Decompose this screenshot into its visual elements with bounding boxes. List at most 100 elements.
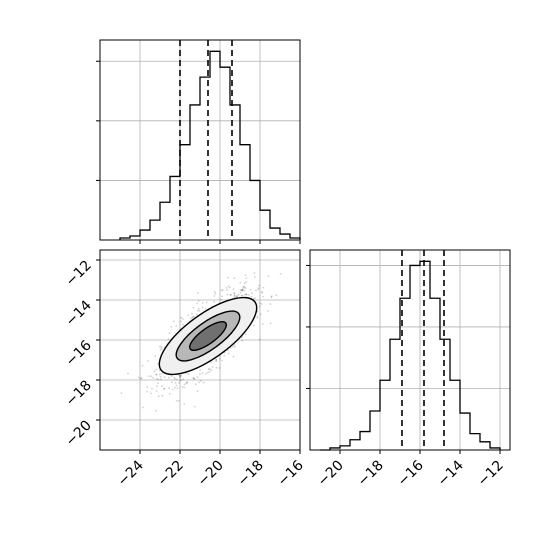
- scatter-point: [182, 318, 184, 320]
- density-contours: [158, 296, 258, 376]
- scatter-point: [196, 302, 199, 305]
- scatter-point: [202, 381, 205, 384]
- scatter-point: [179, 379, 182, 381]
- scatter-point: [161, 372, 164, 375]
- scatter-point: [242, 285, 245, 288]
- scatter-point: [247, 294, 250, 296]
- scatter-point: [250, 296, 253, 298]
- scatter-point: [232, 288, 235, 290]
- scatter-point: [175, 384, 178, 387]
- scatter-point: [261, 303, 263, 305]
- scatter-point: [140, 377, 143, 380]
- scatter-point: [269, 322, 272, 325]
- scatter-point: [199, 369, 202, 371]
- scatter-point: [198, 310, 201, 312]
- scatter-point: [244, 293, 247, 296]
- scatter-point: [146, 386, 149, 388]
- scatter-point: [171, 388, 174, 391]
- scatter-point: [241, 288, 244, 291]
- scatter-point: [260, 291, 263, 293]
- scatter-point: [267, 310, 269, 312]
- scatter-point: [193, 405, 196, 408]
- scatter-point: [148, 375, 150, 377]
- scatter-point: [120, 392, 123, 394]
- scatter-point: [253, 272, 256, 274]
- scatter-point: [191, 316, 194, 319]
- scatter-point: [178, 381, 181, 384]
- scatter-point: [159, 373, 161, 376]
- scatter-point: [179, 374, 182, 377]
- scatter-point: [175, 378, 178, 381]
- hist-y-x-tick-label: −18: [355, 458, 387, 490]
- scatter-y-tick-label: −14: [63, 297, 95, 329]
- scatter-point: [151, 387, 153, 390]
- scatter-point: [261, 291, 264, 294]
- scatter-point: [262, 286, 265, 289]
- scatter-point: [214, 291, 216, 293]
- scatter-point: [193, 315, 196, 318]
- hist-y-quantile-lines: [401, 250, 445, 450]
- scatter-point: [159, 375, 162, 378]
- scatter-point: [267, 275, 270, 277]
- scatter-point: [170, 375, 173, 377]
- scatter-point: [239, 282, 242, 284]
- hist-x-ticks: [96, 60, 301, 244]
- scatter-point: [201, 302, 204, 304]
- scatter-point: [226, 277, 229, 279]
- scatter-point: [231, 345, 234, 348]
- scatter-point: [259, 302, 261, 304]
- scatter-point: [182, 323, 184, 326]
- scatter-point: [179, 375, 182, 378]
- scatter-point: [195, 383, 197, 386]
- scatter-point: [223, 354, 226, 357]
- scatter-point: [255, 289, 257, 292]
- scatter-point: [150, 375, 153, 378]
- scatter-point: [155, 368, 158, 371]
- scatter-point: [127, 372, 129, 375]
- hist-x-step-line: [119, 50, 301, 240]
- scatter-point: [193, 377, 195, 380]
- scatter-point: [243, 289, 246, 292]
- scatter-point: [154, 355, 157, 357]
- scatter-point: [168, 387, 171, 389]
- scatter-point: [142, 406, 144, 409]
- scatter-point: [179, 376, 181, 379]
- scatter-x-tick-label: −24: [115, 457, 147, 489]
- scatter-point: [174, 378, 177, 380]
- scatter-point: [155, 378, 158, 380]
- scatter-point: [226, 293, 229, 296]
- scatter-x-tick-label: −16: [275, 457, 307, 489]
- hist-y-frame: [309, 249, 511, 451]
- scatter-point: [197, 292, 199, 294]
- hist-y-x-tick-label: −16: [395, 457, 427, 489]
- scatter-point: [234, 295, 236, 297]
- scatter-x-tick-label: −20: [195, 458, 227, 490]
- scatter-point: [187, 373, 190, 376]
- scatter-point: [243, 286, 246, 288]
- scatter-point: [171, 381, 173, 384]
- scatter-point: [210, 369, 213, 372]
- scatter-point: [210, 361, 212, 364]
- scatter-point: [180, 374, 182, 377]
- scatter-point: [258, 338, 261, 341]
- scatter-point: [204, 373, 207, 375]
- scatter-point: [153, 370, 156, 373]
- scatter-point: [181, 385, 184, 388]
- scatter-point: [221, 359, 223, 362]
- scatter-point: [258, 284, 261, 287]
- scatter-point: [226, 289, 229, 291]
- scatter-point: [161, 385, 163, 388]
- scatter-point: [244, 274, 247, 276]
- scatter-point: [241, 289, 244, 292]
- scatter-point: [207, 368, 210, 371]
- scatter-point: [168, 332, 171, 335]
- scatter-point: [245, 293, 248, 295]
- scatter-point: [211, 366, 214, 368]
- scatter-point: [234, 345, 236, 348]
- scatter-point: [192, 315, 195, 318]
- hist-y-x-tick-label: −20: [315, 458, 347, 490]
- scatter-point: [227, 285, 230, 288]
- scatter-point: [155, 390, 158, 392]
- hist-y-x-tick-label: −14: [435, 457, 467, 489]
- scatter-point: [235, 295, 238, 298]
